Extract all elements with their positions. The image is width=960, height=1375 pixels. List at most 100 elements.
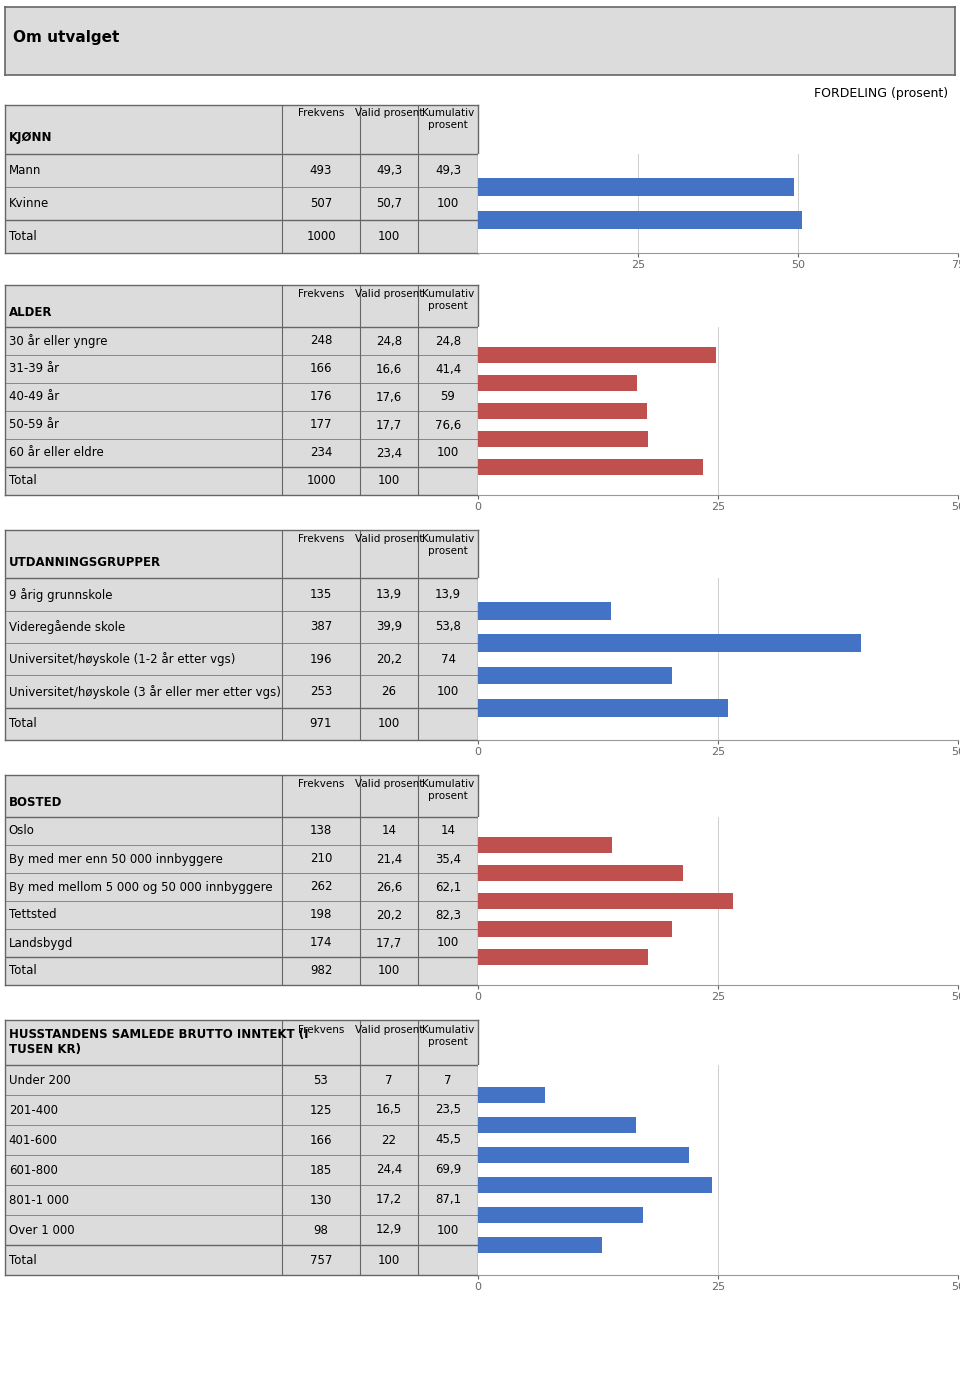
Text: 507: 507 [310, 197, 332, 210]
Text: By med mellom 5 000 og 50 000 innbyggere: By med mellom 5 000 og 50 000 innbyggere [9, 880, 273, 894]
Text: 14: 14 [381, 825, 396, 837]
Bar [478, 403, 647, 419]
Text: 601-800: 601-800 [9, 1163, 58, 1177]
Text: 1000: 1000 [306, 474, 336, 488]
Text: 100: 100 [437, 447, 459, 459]
Text: Frekvens: Frekvens [298, 780, 345, 789]
Text: 87,1: 87,1 [435, 1194, 461, 1206]
Text: Universitet/høyskole (3 år eller mer etter vgs): Universitet/høyskole (3 år eller mer ett… [9, 685, 280, 698]
Text: Tettsted: Tettsted [9, 909, 57, 921]
Text: Om utvalget: Om utvalget [12, 30, 119, 45]
Text: Kumulativ
prosent: Kumulativ prosent [421, 289, 474, 311]
Text: 14: 14 [441, 825, 455, 837]
Text: 31-39 år: 31-39 år [9, 363, 59, 375]
Text: 253: 253 [310, 685, 332, 698]
Text: 201-400: 201-400 [9, 1104, 58, 1116]
Text: 493: 493 [310, 164, 332, 177]
Text: 24,8: 24,8 [435, 334, 461, 348]
Text: 30 år eller yngre: 30 år eller yngre [9, 334, 108, 348]
Text: FORDELING (prosent): FORDELING (prosent) [814, 87, 948, 100]
Text: Valid prosent: Valid prosent [355, 535, 423, 544]
Text: 100: 100 [378, 1254, 400, 1266]
Text: 24,4: 24,4 [376, 1163, 402, 1177]
Text: 23,5: 23,5 [435, 1104, 461, 1116]
Text: 198: 198 [310, 909, 332, 921]
Bar [478, 1236, 602, 1253]
Text: 166: 166 [310, 363, 332, 375]
Text: 130: 130 [310, 1194, 332, 1206]
Text: 982: 982 [310, 964, 332, 978]
Text: 17,2: 17,2 [376, 1194, 402, 1206]
Text: Over 1 000: Over 1 000 [9, 1224, 75, 1236]
Text: 1000: 1000 [306, 230, 336, 243]
Text: 125: 125 [310, 1104, 332, 1116]
Text: 74: 74 [441, 653, 455, 666]
Text: BOSTED: BOSTED [9, 796, 62, 808]
Text: 262: 262 [310, 880, 332, 894]
Text: 196: 196 [310, 653, 332, 666]
Text: Frekvens: Frekvens [298, 535, 345, 544]
Text: 234: 234 [310, 447, 332, 459]
Text: 210: 210 [310, 852, 332, 865]
Text: 9 årig grunnskole: 9 årig grunnskole [9, 587, 112, 602]
Bar [478, 865, 684, 881]
Text: Universitet/høyskole (1-2 år etter vgs): Universitet/høyskole (1-2 år etter vgs) [9, 652, 235, 667]
Text: 50,7: 50,7 [376, 197, 402, 210]
Bar [478, 921, 672, 936]
Text: 17,7: 17,7 [376, 936, 402, 950]
Text: 176: 176 [310, 390, 332, 403]
Text: 45,5: 45,5 [435, 1133, 461, 1147]
Text: 53: 53 [314, 1074, 328, 1086]
Text: Frekvens: Frekvens [298, 1026, 345, 1035]
Bar [478, 1207, 643, 1224]
Text: 41,4: 41,4 [435, 363, 461, 375]
Text: 100: 100 [437, 936, 459, 950]
Text: 39,9: 39,9 [376, 620, 402, 634]
Text: 100: 100 [378, 230, 400, 243]
Text: Videregående skole: Videregående skole [9, 620, 125, 634]
Text: 35,4: 35,4 [435, 852, 461, 865]
Text: Total: Total [9, 230, 36, 243]
Text: 76,6: 76,6 [435, 418, 461, 432]
Text: 59: 59 [441, 390, 455, 403]
Text: 82,3: 82,3 [435, 909, 461, 921]
Text: 166: 166 [310, 1133, 332, 1147]
Bar [478, 949, 648, 965]
Text: 60 år eller eldre: 60 år eller eldre [9, 447, 104, 459]
Text: By med mer enn 50 000 innbyggere: By med mer enn 50 000 innbyggere [9, 852, 223, 865]
Text: 50-59 år: 50-59 år [9, 418, 59, 432]
Text: ALDER: ALDER [9, 305, 52, 319]
Bar [478, 1086, 545, 1103]
Text: 40-49 år: 40-49 år [9, 390, 59, 403]
Bar [478, 348, 716, 363]
Text: 12,9: 12,9 [376, 1224, 402, 1236]
Text: Kumulativ
prosent: Kumulativ prosent [421, 535, 474, 556]
Text: 13,9: 13,9 [376, 588, 402, 601]
Bar [478, 698, 728, 716]
Text: 69,9: 69,9 [435, 1163, 461, 1177]
Text: HUSSTANDENS SAMLEDE BRUTTO INNTEKT (I
TUSEN KR): HUSSTANDENS SAMLEDE BRUTTO INNTEKT (I TU… [9, 1028, 308, 1056]
Bar [478, 1177, 712, 1194]
Text: 16,6: 16,6 [376, 363, 402, 375]
Text: 24,8: 24,8 [376, 334, 402, 348]
Text: Total: Total [9, 1254, 36, 1266]
Text: 387: 387 [310, 620, 332, 634]
Bar [478, 894, 733, 909]
Text: 401-600: 401-600 [9, 1133, 58, 1147]
Text: 22: 22 [381, 1133, 396, 1147]
Text: Frekvens: Frekvens [298, 289, 345, 300]
Text: 53,8: 53,8 [435, 620, 461, 634]
Bar [478, 1116, 636, 1133]
Text: 185: 185 [310, 1163, 332, 1177]
Bar [478, 1147, 689, 1163]
Text: 20,2: 20,2 [376, 909, 402, 921]
Text: Total: Total [9, 964, 36, 978]
Text: Total: Total [9, 474, 36, 488]
Text: 62,1: 62,1 [435, 880, 461, 894]
Text: Kvinne: Kvinne [9, 197, 49, 210]
Text: 100: 100 [378, 474, 400, 488]
Text: 971: 971 [310, 718, 332, 730]
Text: Frekvens: Frekvens [298, 109, 345, 118]
Text: KJØNN: KJØNN [9, 132, 52, 144]
Text: 801-1 000: 801-1 000 [9, 1194, 69, 1206]
